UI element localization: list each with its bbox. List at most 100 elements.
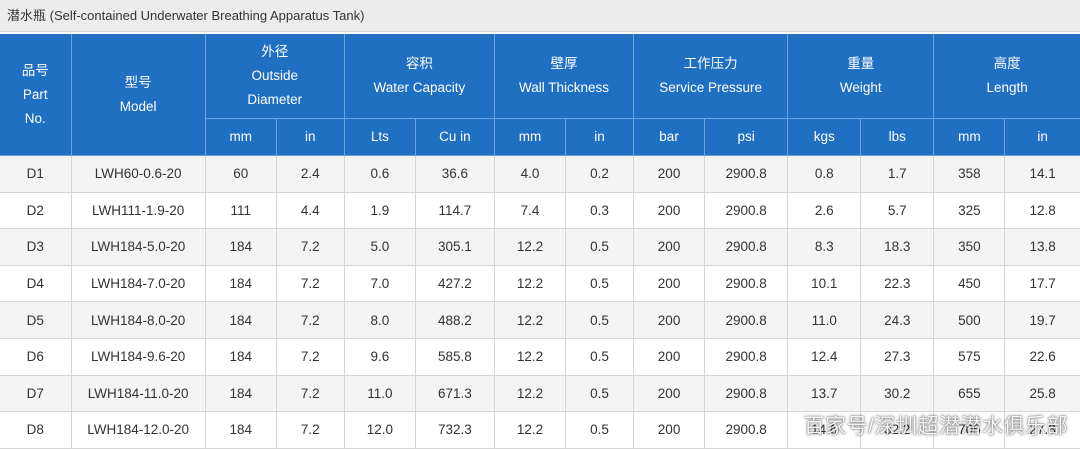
cell-pressure-psi: 2900.8: [704, 265, 789, 303]
cell-capacity-cuin: 427.2: [415, 265, 495, 303]
cell-capacity-lts: 0.6: [344, 155, 416, 193]
unit-header: psi: [704, 118, 789, 156]
cell-wall-in: 0.2: [565, 155, 635, 193]
cell-od-mm: 184: [205, 375, 277, 413]
cell-weight-lbs: 1.7: [860, 155, 935, 193]
cell-weight-kgs: 10.1: [787, 265, 862, 303]
cell-weight-lbs: 32.2: [860, 411, 935, 449]
cell-capacity-lts: 7.0: [344, 265, 416, 303]
cell-capacity-lts: 12.0: [344, 411, 416, 449]
cell-model: LWH184-8.0-20: [71, 301, 206, 339]
cell-model: LWH184-7.0-20: [71, 265, 206, 303]
header-weight: 重量 Weight: [787, 34, 935, 119]
cell-capacity-cuin: 732.3: [415, 411, 495, 449]
cell-length-in: 12.8: [1004, 192, 1080, 230]
cell-wall-in: 0.5: [565, 301, 635, 339]
cell-wall-mm: 4.0: [494, 155, 566, 193]
cell-part-no: D4: [0, 265, 72, 303]
cell-wall-in: 0.5: [565, 411, 635, 449]
cell-part-no: D6: [0, 338, 72, 376]
cell-pressure-bar: 200: [633, 411, 706, 449]
cell-wall-in: 0.5: [565, 338, 635, 376]
cell-wall-in: 0.3: [565, 192, 635, 230]
cell-od-mm: 184: [205, 228, 277, 266]
cell-wall-mm: 12.2: [494, 228, 566, 266]
unit-header: mm: [494, 118, 566, 156]
cell-part-no: D3: [0, 228, 72, 266]
table-body: D1 LWH60-0.6-20 60 2.4 0.6 36.6 4.0 0.2 200 2900.…: [0, 155, 1080, 449]
cell-wall-mm: 12.2: [494, 375, 566, 413]
cell-weight-kgs: 2.6: [787, 192, 862, 230]
cell-length-mm: 450: [933, 265, 1006, 303]
cell-length-mm: 358: [933, 155, 1006, 193]
cell-weight-lbs: 5.7: [860, 192, 935, 230]
header-water-capacity: 容积 Water Capacity: [344, 34, 495, 119]
cell-model: LWH111-1.9-20: [71, 192, 206, 230]
cell-length-in: 19.7: [1004, 301, 1080, 339]
header-wall-thickness: 壁厚 Wall Thickness: [494, 34, 635, 119]
header-length: 高度 Length: [933, 34, 1080, 119]
cell-wall-mm: 7.4: [494, 192, 566, 230]
cell-part-no: D8: [0, 411, 72, 449]
cell-od-in: 7.2: [276, 411, 345, 449]
header-row-units: mm in Lts Cu in mm in bar psi kgs lbs mm…: [0, 118, 1080, 156]
unit-header: in: [1004, 118, 1080, 156]
cell-wall-in: 0.5: [565, 375, 635, 413]
cell-part-no: D2: [0, 192, 72, 230]
cell-od-in: 7.2: [276, 301, 345, 339]
cell-od-in: 2.4: [276, 155, 345, 193]
cell-pressure-psi: 2900.8: [704, 301, 789, 339]
cell-capacity-lts: 8.0: [344, 301, 416, 339]
unit-header: Lts: [344, 118, 416, 156]
cell-weight-kgs: 14.6: [787, 411, 862, 449]
cell-pressure-bar: 200: [633, 228, 706, 266]
cell-length-mm: 500: [933, 301, 1006, 339]
cell-wall-mm: 12.2: [494, 411, 566, 449]
cell-od-mm: 184: [205, 265, 277, 303]
cell-weight-kgs: 0.8: [787, 155, 862, 193]
unit-header: Cu in: [415, 118, 495, 156]
cell-wall-in: 0.5: [565, 265, 635, 303]
cell-od-in: 7.2: [276, 265, 345, 303]
page-title: 潜水瓶 (Self-contained Underwater Breathing…: [0, 0, 1080, 32]
cell-capacity-cuin: 671.3: [415, 375, 495, 413]
unit-header: mm: [933, 118, 1006, 156]
cell-od-mm: 60: [205, 155, 277, 193]
cell-capacity-cuin: 36.6: [415, 155, 495, 193]
cell-model: LWH184-12.0-20: [71, 411, 206, 449]
cell-part-no: D1: [0, 155, 72, 193]
table-row: D8 LWH184-12.0-20 184 7.2 12.0 732.3 12.2 0.5 20…: [0, 411, 1080, 449]
cell-capacity-cuin: 585.8: [415, 338, 495, 376]
cell-od-in: 7.2: [276, 338, 345, 376]
cell-model: LWH184-11.0-20: [71, 375, 206, 413]
cell-capacity-cuin: 488.2: [415, 301, 495, 339]
cell-length-mm: 705: [933, 411, 1006, 449]
cell-wall-mm: 12.2: [494, 265, 566, 303]
cell-capacity-lts: 1.9: [344, 192, 416, 230]
cell-weight-kgs: 8.3: [787, 228, 862, 266]
cell-weight-kgs: 11.0: [787, 301, 862, 339]
cell-part-no: D5: [0, 301, 72, 339]
cell-length-mm: 575: [933, 338, 1006, 376]
header-part-no: 品号 Part No.: [0, 34, 72, 156]
cell-pressure-bar: 200: [633, 301, 706, 339]
cell-pressure-psi: 2900.8: [704, 411, 789, 449]
cell-length-in: 27.8: [1004, 411, 1080, 449]
cell-od-in: 7.2: [276, 228, 345, 266]
cell-capacity-lts: 11.0: [344, 375, 416, 413]
cell-length-mm: 325: [933, 192, 1006, 230]
header-row-groups: 品号 Part No. 型号 Model 外径 Outside Diameter…: [0, 34, 1080, 156]
cell-od-mm: 184: [205, 301, 277, 339]
cell-weight-kgs: 12.4: [787, 338, 862, 376]
table-row: D4 LWH184-7.0-20 184 7.2 7.0 427.2 12.2 0.5 200 2…: [0, 265, 1080, 303]
cell-pressure-bar: 200: [633, 192, 706, 230]
cell-model: LWH60-0.6-20: [71, 155, 206, 193]
cell-pressure-psi: 2900.8: [704, 338, 789, 376]
cell-od-in: 7.2: [276, 375, 345, 413]
cell-pressure-psi: 2900.8: [704, 192, 789, 230]
cell-weight-lbs: 27.3: [860, 338, 935, 376]
unit-header: kgs: [787, 118, 862, 156]
cell-capacity-cuin: 305.1: [415, 228, 495, 266]
cell-od-mm: 184: [205, 411, 277, 449]
cell-pressure-bar: 200: [633, 155, 706, 193]
